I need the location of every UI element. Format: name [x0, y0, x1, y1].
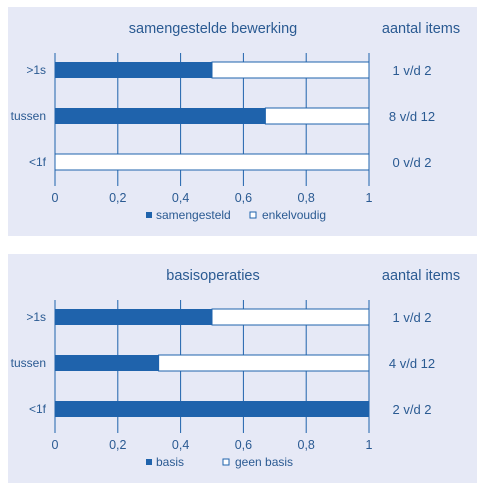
category-label: <1f — [29, 402, 47, 416]
x-tick-label: 0,2 — [109, 438, 126, 452]
x-tick-label: 0,6 — [235, 191, 252, 205]
item-count-label: 0 v/d 2 — [392, 155, 431, 170]
category-label: tussen — [11, 109, 46, 123]
legend-swatch — [249, 211, 257, 219]
chart-title: samengestelde bewerking — [129, 21, 297, 37]
x-tick-label: 0,8 — [298, 191, 315, 205]
chart-svg: samengestelde bewerking aantal items >1s 1 … — [11, 21, 460, 222]
category-label: >1s — [26, 63, 46, 77]
x-tick-label: 0,2 — [109, 191, 126, 205]
legend-swatch — [146, 459, 152, 465]
bar-enkelvoudig — [211, 61, 370, 79]
x-tick-label: 0,8 — [298, 438, 315, 452]
legend-swatch — [146, 212, 152, 218]
legend-label: samengesteld — [156, 208, 231, 222]
legend-swatch — [222, 458, 230, 466]
category-label: <1f — [29, 155, 47, 169]
legend-label: basis — [156, 455, 184, 469]
legend-label: geen basis — [235, 455, 293, 469]
item-count-label: 1 v/d 2 — [392, 63, 431, 78]
item-count-label: 8 v/d 12 — [389, 109, 435, 124]
items-header: aantal items — [382, 21, 460, 37]
category-label: >1s — [26, 310, 46, 324]
chart-svg: basisoperaties aantal items >1s 1 v/d 2 tuss… — [11, 268, 460, 469]
bar-geen-basis — [211, 308, 370, 326]
item-count-label: 2 v/d 2 — [392, 402, 431, 417]
item-count-label: 1 v/d 2 — [392, 310, 431, 325]
x-tick-label: 0,6 — [235, 438, 252, 452]
legend-label: enkelvoudig — [262, 208, 326, 222]
x-tick-label: 0,4 — [172, 438, 189, 452]
chart-title: basisoperaties — [166, 268, 260, 284]
bar-enkelvoudig — [264, 107, 370, 125]
item-count-label: 4 v/d 12 — [389, 356, 435, 371]
bar-basis — [55, 355, 159, 371]
x-tick-label: 0 — [52, 191, 59, 205]
category-label: tussen — [11, 356, 46, 370]
bar-basis — [55, 309, 212, 325]
bar-geen-basis — [158, 354, 370, 372]
x-tick-label: 1 — [366, 438, 373, 452]
bar-enkelvoudig — [54, 153, 370, 171]
x-tick-label: 0 — [52, 438, 59, 452]
x-tick-label: 0,4 — [172, 191, 189, 205]
bar-samengesteld — [55, 62, 212, 78]
x-tick-label: 1 — [366, 191, 373, 205]
items-header: aantal items — [382, 268, 460, 284]
chart-panel-samengestelde-bewerking: samengestelde bewerking aantal items >1s 1 … — [8, 7, 477, 236]
chart-panel-basisoperaties: basisoperaties aantal items >1s 1 v/d 2 tuss… — [8, 254, 477, 483]
bar-basis — [55, 401, 369, 417]
bar-samengesteld — [55, 108, 266, 124]
